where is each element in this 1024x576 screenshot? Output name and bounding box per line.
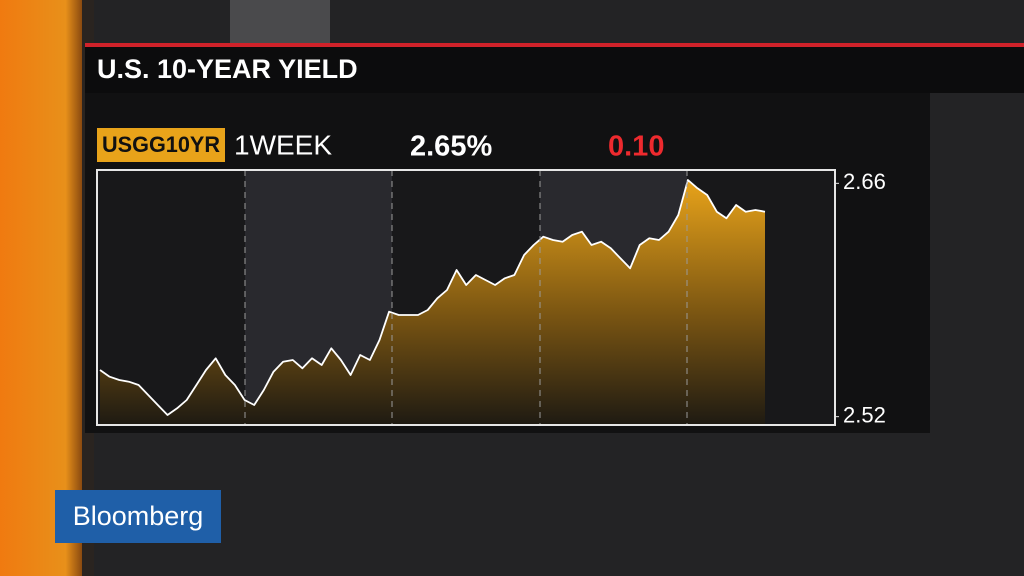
line — [99, 179, 766, 416]
ticker-box — [97, 128, 225, 162]
logo: Bloomberg — [73, 501, 204, 531]
y-tick-label: 2.52 — [843, 402, 886, 427]
red-rule — [85, 43, 1024, 47]
area — [100, 180, 765, 425]
y-axis: 2.66 2.52 — [835, 169, 886, 427]
title-bar — [85, 47, 1024, 93]
chart-title: U.S. 10-YEAR YIELD — [97, 54, 358, 84]
plot — [99, 179, 766, 425]
ticker: USGG10YR — [102, 132, 220, 157]
last-value: 2.65% — [410, 131, 492, 163]
backdrop-light — [230, 0, 330, 45]
logo-box — [55, 490, 221, 543]
y-tick-label: 2.66 — [843, 169, 886, 194]
plot-frame — [96, 169, 836, 426]
day-separators — [244, 170, 688, 425]
period: 1WEEK — [234, 129, 332, 160]
orange-stripe — [0, 0, 82, 576]
change: 0.10 — [608, 131, 664, 163]
